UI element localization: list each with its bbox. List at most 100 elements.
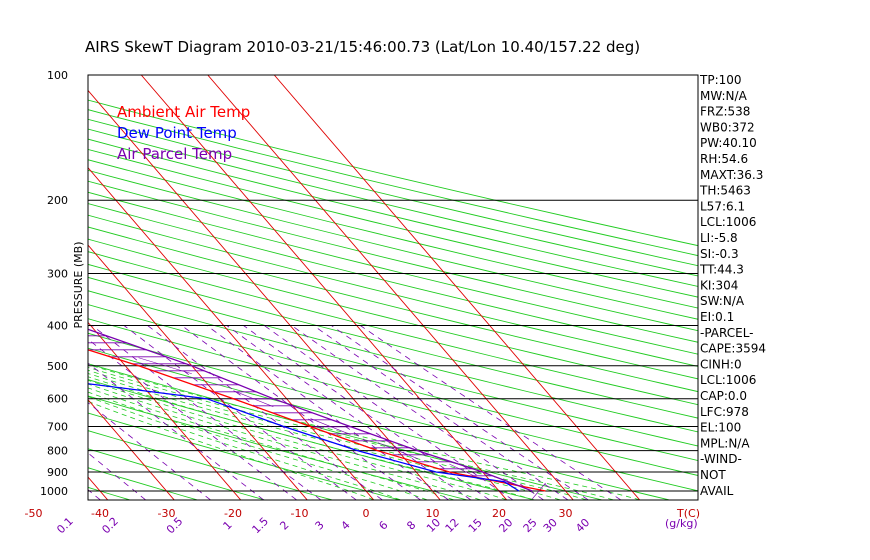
dry-adiabat-line — [88, 180, 698, 332]
dry-adiabat-line — [88, 251, 698, 406]
isotherm-line — [88, 89, 441, 500]
bottom-temp-tick-label: -20 — [224, 507, 242, 520]
moist-adiabat-line — [88, 391, 427, 500]
mixing-ratio-tick-label: 12 — [443, 516, 462, 535]
cape-diagonal-hatch — [310, 418, 351, 435]
index-line: LCL:1006 — [700, 215, 756, 229]
cape-diagonal-hatch — [532, 482, 546, 500]
dry-adiabat-line — [88, 448, 265, 500]
mixing-ratio-line — [88, 452, 146, 500]
dry-adiabat-line — [88, 203, 698, 355]
mixing-ratio-line — [123, 325, 357, 500]
pressure-tick-label: 400 — [47, 319, 68, 332]
index-line: SI:-0.3 — [700, 247, 739, 261]
mixing-ratio-tick-label: 0.1 — [54, 515, 76, 537]
index-line: -WIND- — [700, 452, 742, 466]
index-line: TT:44.3 — [699, 263, 744, 277]
index-line: CAPE:3594 — [700, 342, 766, 356]
chart-title: AIRS SkewT Diagram 2010-03-21/15:46:00.7… — [85, 38, 640, 56]
moist-adiabat-line — [88, 387, 454, 500]
dry-adiabat-line — [88, 118, 698, 267]
index-line: EL:100 — [700, 421, 741, 435]
pressure-tick-label: 700 — [47, 421, 68, 434]
dry-adiabat-line — [88, 226, 698, 380]
bottom-temp-tick-label: 20 — [492, 507, 506, 520]
mixing-ratio-tick-label: 40 — [573, 516, 592, 535]
index-line: RH:54.6 — [700, 152, 748, 166]
index-line: SW:N/A — [700, 294, 745, 308]
index-line: LFC:978 — [700, 405, 749, 419]
moist-adiabat-line — [88, 401, 374, 500]
dry-adiabat-line — [88, 332, 698, 492]
index-line: EI:0.1 — [700, 310, 734, 324]
mixing-ratio-tick-label: 2 — [277, 518, 291, 532]
mixing-ratio-line — [331, 325, 589, 500]
pressure-tick-label: 200 — [47, 194, 68, 207]
mixing-ratio-line — [291, 325, 544, 500]
mixing-ratio-line — [313, 325, 569, 500]
index-line: AVAIL — [700, 484, 734, 498]
dry-adiabat-line — [88, 304, 698, 461]
plot-frame — [87, 74, 699, 501]
isotherm-line — [0, 75, 41, 500]
cape-diagonal-hatch — [233, 390, 274, 407]
isotherm-line — [88, 167, 374, 500]
index-line: CINH:0 — [700, 357, 742, 371]
index-line: PW:40.10 — [700, 136, 757, 150]
index-line: TP:100 — [699, 73, 742, 87]
dry-adiabat-line — [88, 263, 698, 419]
bottom-temp-tick-label: -30 — [158, 507, 176, 520]
isotherm-line — [88, 244, 308, 500]
pressure-tick-label: 500 — [47, 360, 68, 373]
index-line: KI:304 — [700, 278, 738, 292]
index-line: MW:N/A — [700, 89, 748, 103]
dry-adiabat-line — [88, 363, 602, 500]
dry-adiabat-line — [88, 159, 698, 309]
isotherm-line — [88, 399, 175, 500]
moist-adiabat-line — [88, 396, 401, 500]
index-line: L57:6.1 — [700, 199, 745, 213]
moist-adiabat-line — [88, 376, 534, 500]
bottom-temp-tick-label: -50 — [25, 507, 43, 520]
dry-adiabat-line — [0, 75, 62, 500]
index-line: WB0:372 — [700, 120, 755, 134]
isotherm-line — [207, 75, 574, 500]
cape-diagonal-hatch — [377, 442, 418, 459]
pressure-tick-label: 600 — [47, 393, 68, 406]
y-axis-label: PRESSURE (MB) — [72, 242, 85, 329]
dry-adiabat-line — [88, 467, 197, 500]
index-line: FRZ:538 — [700, 105, 750, 119]
dry-adiabat-line — [88, 412, 400, 500]
index-line: MPL:N/A — [700, 436, 750, 450]
mixing-ratio-line — [88, 402, 211, 500]
moist-adiabat-line — [88, 369, 587, 500]
dry-adiabat-line — [88, 109, 698, 257]
mixing-ratio-line — [226, 325, 471, 500]
moist-adiabat-line — [88, 366, 614, 500]
dry-adiabat-line — [88, 379, 535, 500]
mixing-ratio-tick-label: 1.5 — [250, 515, 272, 537]
series-line — [88, 328, 533, 492]
legend-item: Air Parcel Temp — [117, 145, 232, 163]
index-line: TH:5463 — [699, 184, 751, 198]
pressure-tick-label: 100 — [47, 69, 68, 82]
legend-item: Dew Point Temp — [117, 124, 237, 142]
temp-axis-unit: T(C) — [676, 507, 700, 520]
mixing-ratio-tick-label: 4 — [339, 518, 353, 532]
index-line: CAP:0.0 — [700, 389, 747, 403]
dry-adiabat-line — [88, 169, 698, 320]
moist-adiabat-line — [88, 379, 507, 500]
mixing-ratio-tick-label: 15 — [466, 516, 485, 535]
isotherm-line — [88, 321, 241, 500]
dry-adiabat-line — [88, 318, 698, 476]
index-line: MAXT:36.3 — [700, 168, 763, 182]
mixing-ratio-tick-label: 1 — [221, 518, 235, 532]
mixing-ratio-line — [243, 325, 490, 500]
mixing-ratio-tick-label: 3 — [313, 518, 327, 532]
dry-adiabat-line — [88, 276, 698, 433]
dry-adiabat-line — [88, 214, 698, 367]
mixing-ratio-unit: (g/kg) — [665, 517, 698, 530]
